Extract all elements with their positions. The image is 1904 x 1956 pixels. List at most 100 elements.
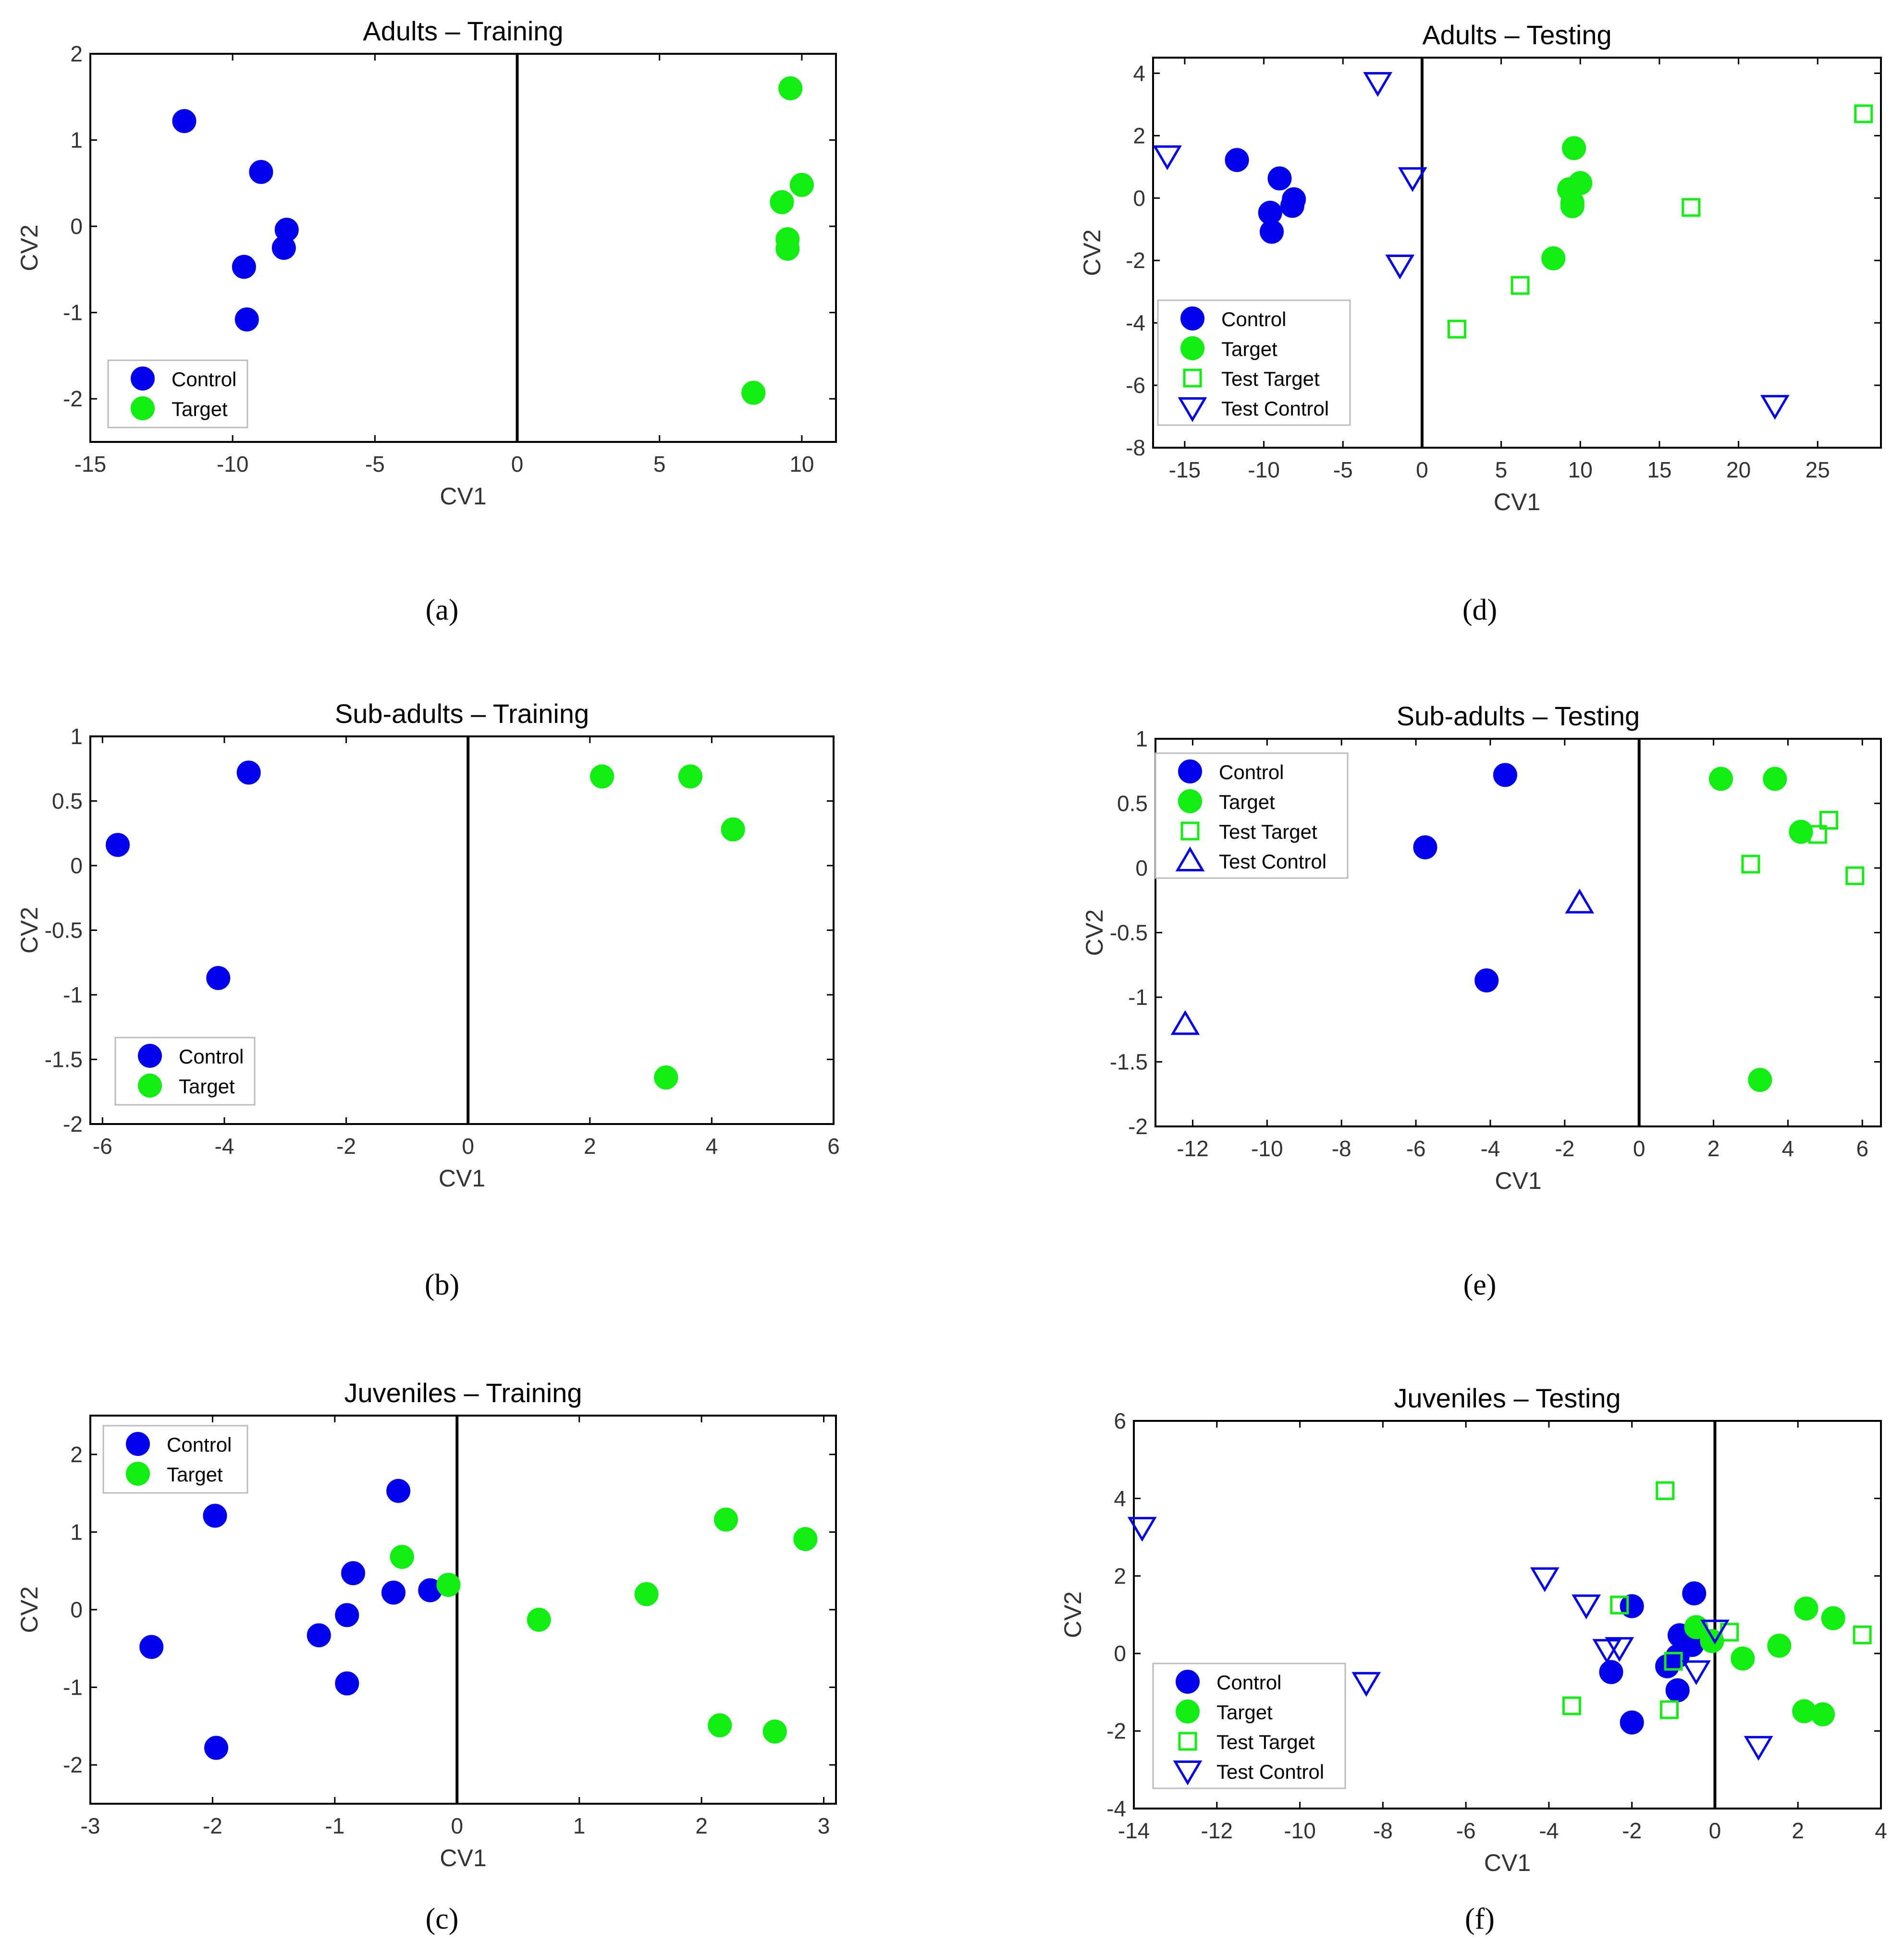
series-target xyxy=(590,764,745,1090)
point-target xyxy=(654,1065,678,1090)
point-test-target xyxy=(1659,1700,1679,1719)
x-tick-label: 0 xyxy=(462,1134,474,1159)
point-target xyxy=(1560,194,1585,219)
chart-title: Juveniles – Training xyxy=(344,1378,582,1408)
x-tick-label: 4 xyxy=(1875,1818,1887,1843)
y-tick-label: -1 xyxy=(63,300,83,325)
series-target xyxy=(1684,1596,1845,1726)
y-tick-label: -0.5 xyxy=(1110,920,1148,945)
y-tick-label: -2 xyxy=(1106,1719,1126,1744)
point-control xyxy=(249,159,273,184)
point-control xyxy=(1493,763,1517,787)
legend-label-test-control: Test Control xyxy=(1219,850,1327,873)
y-tick-label: -1 xyxy=(1128,985,1148,1010)
x-tick-label: 0 xyxy=(511,452,524,477)
point-control xyxy=(1620,1710,1644,1735)
y-tick-label: 0 xyxy=(70,214,83,239)
x-tick-label: 0 xyxy=(1633,1136,1646,1161)
x-axis-label: CV1 xyxy=(1494,489,1540,515)
y-axis-label: CV2 xyxy=(1081,909,1108,956)
y-tick-label: -8 xyxy=(1126,435,1145,460)
point-test-target xyxy=(1656,1481,1675,1500)
point-target xyxy=(1731,1646,1755,1671)
series-test-target xyxy=(1741,810,1865,885)
x-tick-label: -12 xyxy=(1177,1136,1208,1161)
y-tick-label: 0 xyxy=(1133,185,1145,210)
x-tick-label: -10 xyxy=(1251,1136,1283,1161)
legend-marker-target xyxy=(138,1074,162,1098)
point-control xyxy=(1599,1660,1623,1684)
x-tick-label: -4 xyxy=(1539,1818,1559,1843)
x-tick-label: 4 xyxy=(706,1134,718,1159)
legend-box xyxy=(107,359,248,428)
point-test-target xyxy=(1664,1651,1683,1671)
legend-label-target: Target xyxy=(1219,791,1275,813)
point-control xyxy=(1665,1678,1690,1702)
legend-marker-control xyxy=(131,367,155,391)
legend-label-target: Target xyxy=(1221,338,1278,360)
x-tick-label: 0 xyxy=(1709,1818,1721,1843)
legend: Control Target xyxy=(107,359,248,428)
x-axis-label: CV1 xyxy=(439,1165,485,1192)
x-tick-label: -6 xyxy=(1406,1136,1426,1161)
chart-f: -14 -12 -10 -8 -6 -4 -2 0 2 4 -4 -2 0 2 4 6 Juveniles – … xyxy=(1059,1383,1887,1876)
x-tick-label: 10 xyxy=(1568,457,1593,482)
point-control xyxy=(1682,1581,1707,1606)
x-tick-label: -12 xyxy=(1201,1818,1233,1843)
legend-marker-target xyxy=(1176,1699,1200,1724)
legend-marker-control xyxy=(1178,759,1202,783)
x-axis-label: CV1 xyxy=(1484,1849,1531,1876)
x-tick-label: -2 xyxy=(1555,1136,1574,1161)
y-tick-label: 2 xyxy=(1114,1564,1126,1589)
point-target xyxy=(1789,819,1813,844)
y-tick-label: 1 xyxy=(70,128,83,153)
x-tick-label: -4 xyxy=(1480,1136,1500,1161)
legend-marker-target xyxy=(1180,336,1204,360)
chart-title: Juveniles – Testing xyxy=(1394,1383,1621,1413)
point-target xyxy=(1748,1068,1772,1092)
x-tick-label: -15 xyxy=(74,452,106,477)
y-tick-label: -4 xyxy=(1126,310,1145,335)
point-control xyxy=(1260,220,1284,244)
point-test-control xyxy=(1127,1516,1157,1542)
chart-title: Adults – Testing xyxy=(1422,20,1611,50)
series-target xyxy=(1709,767,1813,1092)
y-tick-label: 0.5 xyxy=(1117,791,1148,816)
legend-label-target: Target xyxy=(167,1463,223,1486)
legend-marker-test-target xyxy=(1178,1732,1197,1751)
point-test-control xyxy=(1682,1660,1711,1686)
point-test-control xyxy=(1700,1619,1730,1645)
point-target xyxy=(527,1608,551,1632)
point-control xyxy=(386,1479,411,1503)
point-target xyxy=(1794,1596,1818,1621)
chart-e: -12 -10 -8 -6 -4 -2 0 2 4 6 -2 -1.5 -1 -0.5 0 0.5 1 Sub-a… xyxy=(1081,701,1882,1194)
chart-title: Sub-adults – Training xyxy=(335,698,589,729)
point-control xyxy=(203,1504,227,1528)
point-target xyxy=(1763,767,1787,791)
y-tick-label: 1 xyxy=(70,1519,83,1544)
point-test-target xyxy=(1511,276,1530,295)
point-test-control xyxy=(1605,1637,1634,1662)
point-control xyxy=(1280,194,1304,218)
y-axis-label: CV2 xyxy=(16,907,43,954)
point-control xyxy=(335,1603,359,1627)
x-tick-label: -6 xyxy=(1456,1818,1476,1843)
legend-label-control: Control xyxy=(172,368,236,391)
x-tick-label: 2 xyxy=(1792,1818,1804,1843)
point-control xyxy=(139,1635,164,1659)
point-control xyxy=(1474,968,1499,993)
point-target xyxy=(1709,767,1733,791)
point-test-target xyxy=(1853,1625,1872,1644)
point-control xyxy=(1267,166,1292,191)
y-tick-label: 0 xyxy=(1135,856,1148,880)
point-test-target xyxy=(1845,866,1865,885)
point-target xyxy=(789,172,814,197)
point-control xyxy=(204,1736,229,1760)
y-tick-label: 0 xyxy=(70,853,83,878)
point-test-target xyxy=(1682,198,1701,217)
x-tick-label: 1 xyxy=(573,1813,586,1838)
x-tick-label: 10 xyxy=(789,452,814,477)
point-test-control xyxy=(1398,167,1427,192)
